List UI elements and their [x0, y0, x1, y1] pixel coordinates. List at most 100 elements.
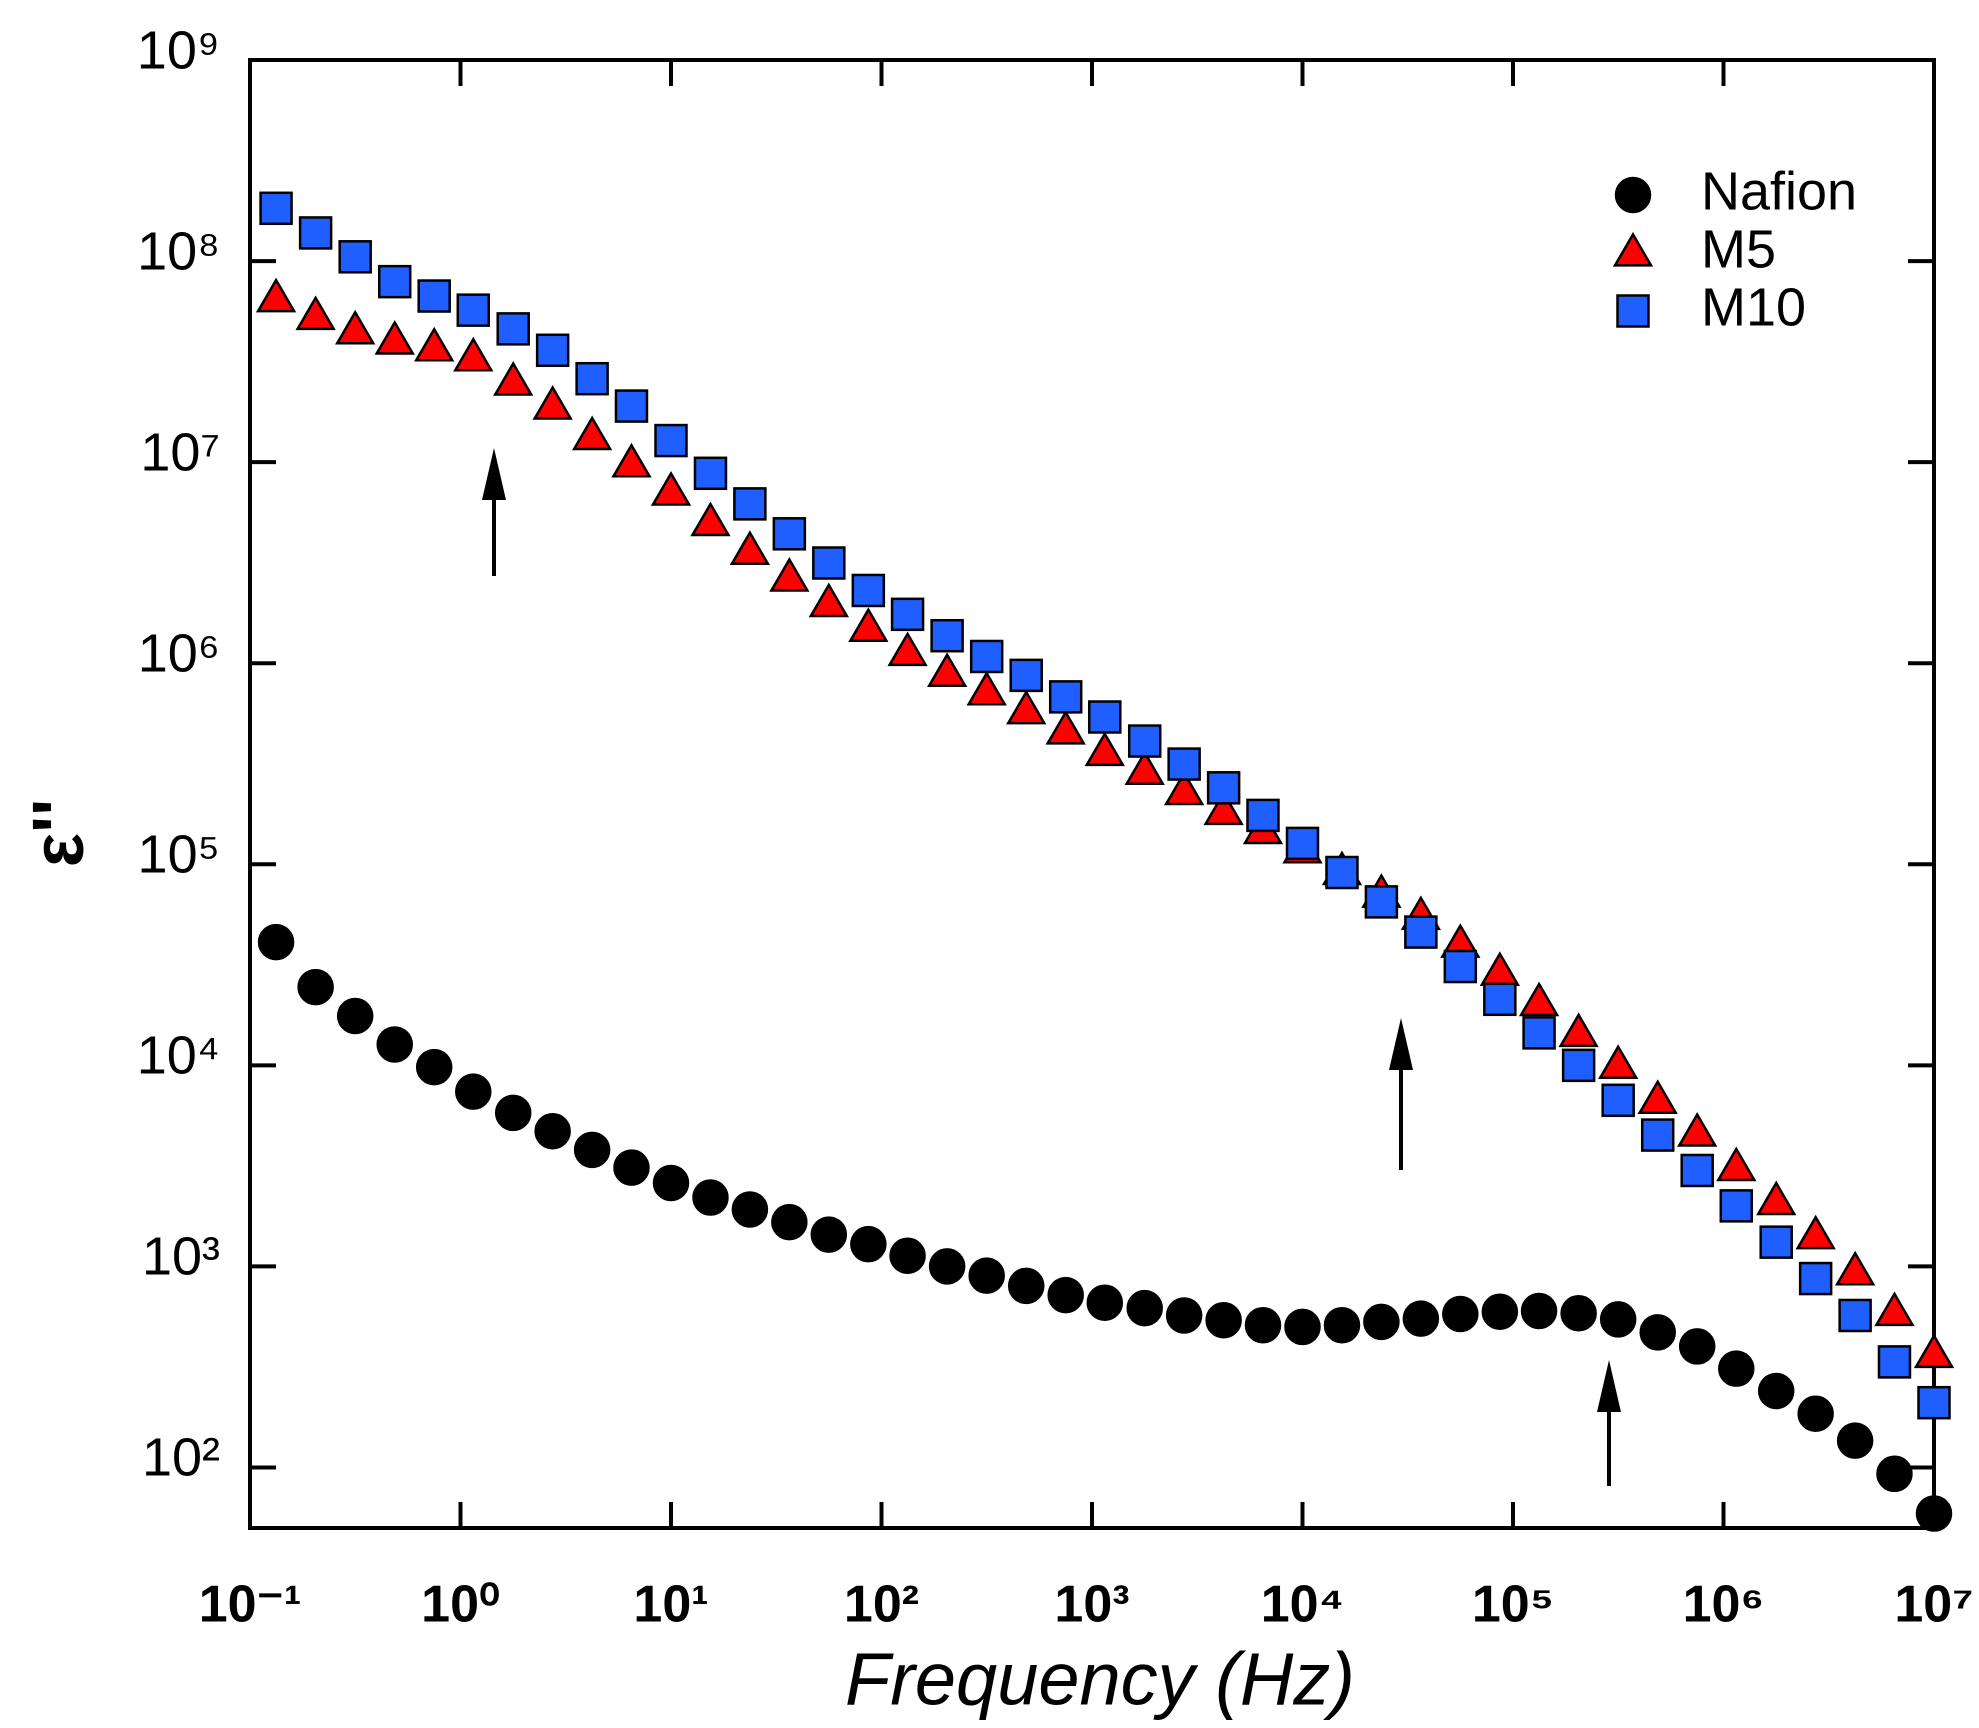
data-point — [335, 309, 376, 345]
data-point — [1838, 1298, 1872, 1333]
data-point — [575, 361, 609, 396]
data-point — [376, 1026, 413, 1063]
y-tick-label: 10⁸ — [137, 221, 220, 281]
data-point — [493, 361, 534, 396]
data-point — [1719, 1189, 1754, 1223]
data-point — [415, 1048, 453, 1086]
data-point — [1047, 1276, 1084, 1314]
data-point — [1917, 1385, 1951, 1420]
data-point — [1598, 1044, 1639, 1079]
data-point — [887, 631, 928, 667]
data-point — [1284, 1308, 1321, 1346]
y-axis-label: ε'' — [19, 799, 99, 867]
data-point — [692, 1179, 729, 1216]
data-point — [654, 423, 688, 458]
data-point — [453, 336, 494, 372]
y-tick-label: 10⁴ — [137, 1026, 220, 1086]
data-point — [1913, 1333, 1955, 1369]
data-point — [1481, 1293, 1519, 1330]
data-point — [1167, 747, 1201, 781]
y-tick-label: 10⁷ — [140, 422, 220, 482]
data-point — [1915, 1495, 1953, 1532]
data-point — [573, 1131, 611, 1169]
data-point — [1678, 1328, 1716, 1365]
data-point — [1483, 982, 1517, 1017]
data-point — [1007, 1267, 1045, 1305]
data-point — [1285, 826, 1320, 861]
data-point — [1639, 1314, 1676, 1351]
data-point — [1560, 1294, 1597, 1332]
arrowhead — [482, 448, 506, 500]
data-point — [650, 470, 692, 506]
y-tick-label: 10⁶ — [138, 623, 220, 683]
data-point — [1518, 981, 1560, 1017]
data-point — [1874, 1291, 1915, 1327]
arrowhead — [1389, 1018, 1413, 1070]
data-point — [1364, 885, 1399, 919]
data-point — [455, 1073, 492, 1110]
data-point — [890, 597, 925, 632]
data-point — [297, 968, 334, 1006]
data-point — [534, 1113, 571, 1150]
legend-marker — [1614, 176, 1652, 214]
data-point — [1325, 855, 1359, 890]
data-point — [652, 1164, 690, 1202]
legend-marker — [1612, 231, 1654, 267]
data-point — [1798, 1261, 1833, 1296]
y-tick-label: 10³ — [142, 1227, 220, 1287]
data-point — [1206, 771, 1241, 805]
data-point — [850, 1225, 887, 1263]
data-point — [771, 1203, 808, 1241]
y-tick-label: 10⁹ — [137, 20, 220, 80]
data-point — [417, 279, 451, 313]
data-point — [1637, 1079, 1678, 1114]
data-point — [851, 573, 886, 608]
data-point — [377, 264, 412, 299]
data-point — [1797, 1395, 1834, 1433]
data-point — [926, 652, 968, 688]
data-point — [1127, 724, 1162, 758]
data-point — [930, 618, 964, 653]
data-point — [966, 670, 1007, 706]
x-axis-label: Frequency (Hz) — [845, 1638, 1355, 1721]
data-point — [1599, 1301, 1637, 1338]
data-point — [731, 1191, 769, 1228]
y-tick-label: 10⁵ — [138, 825, 220, 885]
data-point — [1876, 1455, 1913, 1493]
data-point — [613, 1149, 650, 1186]
data-point — [338, 240, 372, 274]
legend-label: Nafion — [1701, 161, 1857, 221]
legend-marker — [1616, 294, 1650, 328]
data-point — [928, 1248, 966, 1285]
data-point — [1601, 1083, 1635, 1118]
x-tick-label: 10⁴ — [1261, 1576, 1345, 1634]
data-point — [969, 639, 1004, 674]
data-point — [1045, 709, 1086, 745]
data-point — [1834, 1250, 1876, 1286]
data-point — [336, 997, 374, 1035]
data-point — [298, 216, 333, 250]
data-point — [611, 442, 652, 478]
data-point — [1124, 750, 1165, 785]
data-point — [690, 501, 731, 537]
data-point — [1442, 1295, 1479, 1333]
x-tick-label: 10⁵ — [1472, 1576, 1554, 1634]
data-point — [1126, 1289, 1163, 1327]
data-point — [1165, 1297, 1203, 1334]
data-point — [1520, 1292, 1558, 1330]
data-point — [456, 293, 491, 327]
data-point — [257, 923, 295, 961]
data-point — [1163, 770, 1205, 806]
data-point — [810, 1216, 848, 1253]
x-tick-label: 10⁶ — [1683, 1576, 1765, 1634]
data-point — [769, 557, 810, 592]
data-point — [1402, 1300, 1440, 1337]
data-point — [848, 607, 889, 643]
data-point — [535, 333, 570, 368]
arrows — [482, 448, 1621, 1486]
legend-label: M10 — [1701, 277, 1806, 337]
x-tick-label: 10⁰ — [421, 1576, 500, 1634]
data-point — [414, 326, 455, 362]
data-point — [1088, 700, 1122, 734]
